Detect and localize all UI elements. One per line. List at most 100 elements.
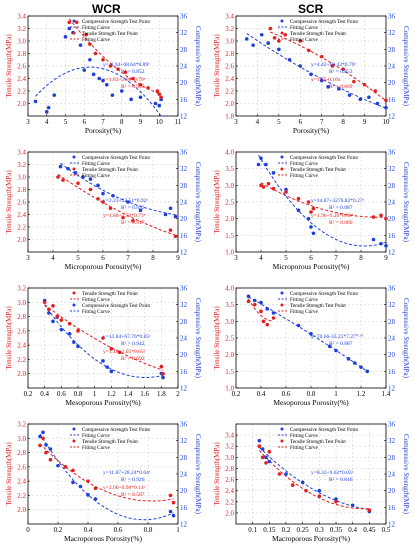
tensile-point xyxy=(146,86,150,90)
r2-tensile: R² = 0.692 xyxy=(121,356,145,362)
tensile-point xyxy=(284,190,288,194)
tensile-point xyxy=(304,488,308,493)
y-left-tick-label: 2.5 xyxy=(225,199,234,207)
compressive-point xyxy=(46,105,51,110)
tensile-point xyxy=(334,499,338,504)
y-left-axis-label: Tensile Strength(MPa) xyxy=(5,442,13,506)
compressive-point xyxy=(59,327,64,332)
equation-tensile: y=1.18+2.05*0.65ˣ xyxy=(103,349,146,355)
compressive-point xyxy=(67,332,72,336)
y-right-tick-label: 36 xyxy=(388,13,396,21)
legend-label: Fitting Curve xyxy=(290,173,319,179)
legend-marker xyxy=(280,291,284,295)
y-left-tick-label: 4.0 xyxy=(225,285,234,293)
y-left-tick-label: 3.4 xyxy=(17,13,26,21)
y-left-tick-label: 2.8 xyxy=(225,465,234,473)
y-right-tick-label: 28 xyxy=(388,46,396,54)
tensile-point xyxy=(307,48,311,53)
y-left-axis-label: Tensile Strength(MPa) xyxy=(213,306,221,370)
y-right-tick-label: 24 xyxy=(180,199,188,207)
y-left-tick-label: 2.0 xyxy=(225,509,234,517)
tensile-point xyxy=(59,318,64,322)
r2-compressive: R² = 0.832 xyxy=(121,205,145,211)
legend-label: Compressive Strength Test Point xyxy=(82,303,151,309)
y-right-tick-label: 32 xyxy=(180,437,188,445)
tensile-point xyxy=(67,20,72,25)
equation-compressive: y=13.84+67.76*0.05ˣ xyxy=(103,334,151,340)
compressive-point xyxy=(298,64,303,68)
y-right-tick-label: 32 xyxy=(388,29,396,37)
y-right-tick-label: 32 xyxy=(180,301,188,309)
y-left-tick-label: 2.6 xyxy=(225,63,234,71)
r2-tensile: R² = 0.880 xyxy=(329,220,353,226)
y-left-tick-label: 2.6 xyxy=(17,327,26,335)
legend-label: Tensile Strength Test Point xyxy=(290,303,346,309)
x-tick-label: 3 xyxy=(234,254,238,262)
y-right-tick-label: 12 xyxy=(388,521,396,529)
x-tick-label: 0.45 xyxy=(363,526,376,534)
chart-panel-5: 0.2 0.4 0.6 0.8 1 1.2 1.4 1.0 1.5 2.0 2.5 3.0 3.5 4.0… xyxy=(213,285,410,408)
chart-panel-1: 3 4 5 6 7 8 9 10 1.8 2.0 2.2 2.4 2.6 2.8 3.0 3.2 3.4 12 16… xyxy=(213,13,410,136)
compressive-point xyxy=(168,509,173,514)
column-title-scr: SCR xyxy=(298,2,324,16)
compressive-point xyxy=(277,47,281,52)
y-left-tick-label: 2.0 xyxy=(225,215,234,223)
tensile-point xyxy=(261,319,266,324)
compressive-point xyxy=(327,344,332,349)
legend-marker xyxy=(72,439,76,443)
legend-label: Fitting Curve xyxy=(82,161,111,167)
tensile-point xyxy=(96,197,100,201)
y-right-tick-label: 32 xyxy=(388,437,396,445)
compressive-point xyxy=(44,110,49,114)
x-tick-label: 0.6 xyxy=(57,390,66,398)
compressive-point xyxy=(309,332,313,336)
compressive-point xyxy=(244,37,249,41)
x-axis-label: Microporous Porosity(%) xyxy=(273,262,350,271)
x-tick-label: 3 xyxy=(26,254,30,262)
tensile-fitting-curve xyxy=(68,18,162,95)
x-tick-label: 4 xyxy=(51,254,55,262)
legend-marker xyxy=(280,19,284,23)
x-tick-label: 7 xyxy=(126,254,130,262)
x-tick-label: 4 xyxy=(259,254,263,262)
x-tick-label: 6 xyxy=(309,254,313,262)
tensile-point xyxy=(86,479,90,483)
legend-label: Fitting Curve xyxy=(290,433,319,439)
y-left-tick-label: 4.0 xyxy=(225,149,234,157)
y-right-tick-label: 24 xyxy=(388,335,396,343)
y-right-tick-label: 20 xyxy=(388,351,396,359)
tensile-point xyxy=(74,20,79,25)
compressive-point xyxy=(48,447,53,451)
legend-marker xyxy=(72,31,76,35)
y-left-tick-label: 2.2 xyxy=(225,88,234,96)
legend-label: Compressive Strength Test Point xyxy=(82,427,151,433)
x-tick-label: 5 xyxy=(284,254,288,262)
x-tick-label: 0.1 xyxy=(248,526,257,534)
x-tick-label: 0.2 xyxy=(282,526,291,534)
legend-label: Tensile Strength Test Point xyxy=(82,291,138,297)
y-right-tick-label: 20 xyxy=(388,487,396,495)
column-title-wcr: WCR xyxy=(92,2,121,16)
compressive-point xyxy=(76,344,80,349)
y-right-tick-label: 28 xyxy=(180,318,188,326)
tensile-point xyxy=(93,486,98,491)
x-tick-label: 3 xyxy=(26,118,30,126)
legend-marker xyxy=(72,155,76,159)
compressive-point xyxy=(63,35,68,39)
y-left-tick-label: 2.4 xyxy=(17,478,26,486)
x-tick-label: 10 xyxy=(156,118,164,126)
x-tick-label: 3 xyxy=(234,118,238,126)
x-tick-label: 0.8 xyxy=(144,526,153,534)
y-left-tick-label: 2.0 xyxy=(17,100,26,108)
legend-marker xyxy=(72,167,76,171)
x-tick-label: 9 xyxy=(139,118,143,126)
compressive-point xyxy=(359,365,363,369)
compressive-point xyxy=(56,463,60,468)
equation-compressive: y=11.87+28.24*0.04ˣ xyxy=(103,470,151,476)
compressive-point xyxy=(173,214,178,219)
r2-compressive: R² = 0.816 xyxy=(329,477,353,483)
y-right-axis-label: Compressive Strength(MPa) xyxy=(194,26,202,107)
compressive-point xyxy=(129,97,133,102)
x-tick-label: 5 xyxy=(277,118,281,126)
tensile-point xyxy=(311,206,316,211)
